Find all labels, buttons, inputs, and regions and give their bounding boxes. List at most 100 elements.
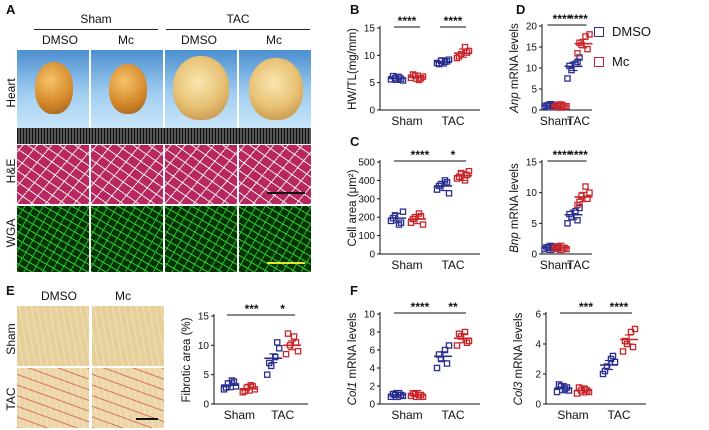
y-tick-label: 5	[203, 370, 209, 381]
y-tick-label: 2	[369, 382, 375, 393]
y-axis-label: HW/TL(mg/mm)	[347, 28, 359, 110]
fibrosis-image-tac-mc	[92, 368, 164, 428]
panel-label-b: B	[350, 2, 360, 17]
y-tick-label: 0	[369, 250, 375, 261]
y-tick-label: 2	[535, 370, 541, 381]
panel-label-c: C	[350, 134, 360, 149]
y-tick-label: 5	[369, 78, 375, 89]
wga-image-tac-mc	[239, 206, 311, 272]
data-point	[230, 378, 238, 385]
data-point	[389, 390, 397, 398]
data-point	[586, 189, 593, 196]
x-category-label: TAC	[441, 408, 464, 422]
significance-label: ****	[398, 14, 417, 28]
group-underline-sham	[34, 29, 158, 30]
y-tick-label: 0	[369, 400, 375, 411]
y-tick-label: 10	[364, 51, 376, 62]
x-category-label: Sham	[540, 258, 571, 272]
x-category-label: Sham	[224, 408, 255, 422]
y-tick-label: 6	[369, 346, 375, 357]
x-category-label: Sham	[391, 408, 422, 422]
heart-image-tac-dmso	[165, 50, 237, 128]
he-image-tac-dmso	[165, 145, 237, 204]
y-tick-label: 400	[358, 176, 375, 187]
panel-label-a: A	[6, 2, 16, 17]
heart-image-tac-mc	[239, 50, 311, 128]
significance-label: ****	[411, 148, 430, 162]
heart-image-sham-dmso	[17, 50, 89, 128]
y-axis-label: Bnp mRNA levels	[509, 163, 521, 253]
y-tick-label: 0	[203, 400, 209, 411]
e-row-label-tac: TAC	[4, 387, 18, 411]
he-image-sham-mc	[91, 145, 163, 204]
data-point	[631, 325, 639, 333]
data-point	[601, 367, 609, 375]
legend-dmso-marker	[594, 27, 604, 37]
e-col-label-mc: Mc	[115, 289, 131, 303]
y-axis-label: Anp mRNA levels	[509, 23, 521, 114]
y-tick-label: 4	[535, 340, 541, 351]
fibrosis-image-sham-mc	[92, 306, 164, 366]
data-point	[441, 346, 449, 354]
significance-label: ***	[579, 300, 593, 314]
y-tick-label: 20	[526, 22, 538, 33]
y-tick-label: 10	[364, 310, 376, 321]
col-label-sham-mc: Mc	[118, 33, 134, 47]
data-point	[275, 345, 283, 352]
row-label-heart: Heart	[4, 78, 18, 108]
x-category-label: TAC	[567, 114, 590, 128]
data-point	[574, 50, 581, 57]
significance-label: *	[280, 302, 285, 316]
y-tick-label: 10	[526, 188, 538, 199]
he-scale-bar	[267, 192, 305, 194]
y-tick-label: 15	[198, 312, 210, 323]
significance-label: ****	[569, 14, 588, 26]
y-tick-label: 6	[535, 310, 541, 321]
significance-label: ***	[245, 302, 259, 316]
data-point	[461, 328, 469, 336]
x-category-label: TAC	[567, 258, 590, 272]
y-tick-label: 4	[369, 364, 375, 375]
data-point	[282, 350, 290, 358]
x-category-label: Sham	[391, 114, 422, 128]
data-point	[574, 217, 581, 224]
significance-label: ****	[569, 148, 588, 162]
panel-label-f: F	[350, 283, 358, 298]
data-point	[273, 339, 281, 346]
legend-mc-label: Mc	[612, 54, 630, 69]
y-tick-label: 15	[364, 24, 376, 35]
y-tick-label: 200	[358, 213, 375, 224]
x-category-label: Sham	[557, 408, 588, 422]
significance-label: ****	[553, 14, 572, 26]
ruler-strip	[17, 128, 311, 144]
y-tick-label: 0	[369, 106, 375, 117]
x-category-label: Sham	[391, 258, 422, 272]
e-col-label-dmso: DMSO	[41, 289, 77, 303]
data-point	[555, 381, 563, 388]
y-tick-label: 500	[358, 158, 375, 169]
data-point	[553, 388, 561, 396]
x-category-label: TAC	[271, 408, 294, 422]
wga-image-tac-dmso	[165, 206, 237, 272]
significance-label: **	[448, 300, 458, 314]
col-label-tac-mc: Mc	[266, 33, 282, 47]
data-point	[584, 45, 591, 53]
data-point	[419, 221, 427, 228]
he-image-tac-mc	[239, 145, 311, 204]
y-tick-label: 15	[526, 158, 538, 169]
significance-label: ****	[411, 300, 430, 314]
x-category-label: TAC	[441, 114, 464, 128]
y-axis-label: Col3 mRNA levels	[513, 312, 525, 405]
y-axis-label: Cell area (μm²)	[347, 169, 359, 246]
wga-image-sham-dmso	[17, 206, 89, 272]
legend-mc-marker	[594, 57, 604, 67]
data-point	[443, 360, 451, 367]
data-point	[290, 333, 298, 340]
e-row-label-sham: Sham	[4, 323, 18, 355]
data-point	[564, 220, 571, 227]
row-label-wga: WGA	[4, 218, 18, 248]
data-point	[463, 171, 471, 179]
y-axis-label: Fibrotic area (%)	[181, 317, 193, 402]
